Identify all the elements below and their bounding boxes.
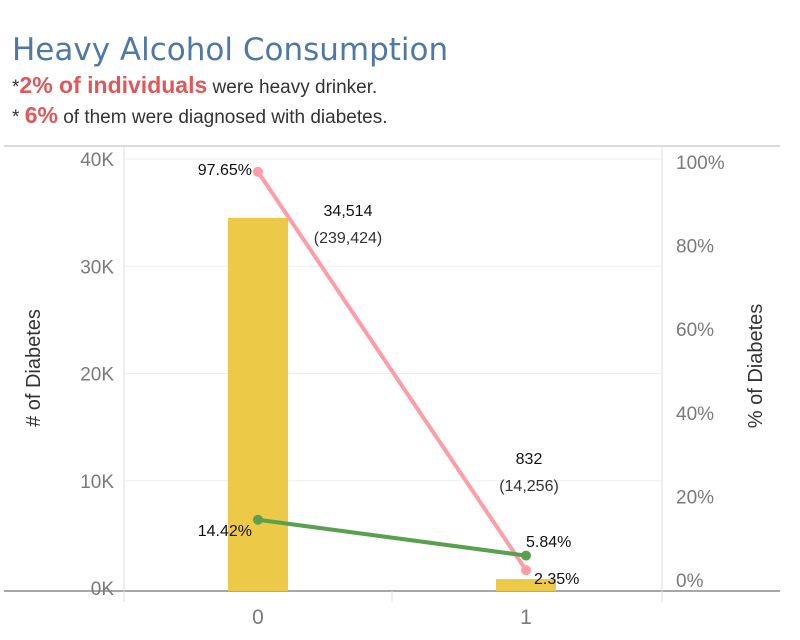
subtitle-1-highlight: 2% of individuals — [19, 72, 208, 98]
left-tick-label: 30K — [80, 257, 114, 278]
series-line — [256, 517, 528, 558]
axes: 0K 10K 20K 30K 40K 0% 20% 40% 60% 80% 100% 0 1 # of D… — [23, 150, 767, 629]
series-point — [521, 550, 531, 561]
chart-title: Heavy Alcohol Consumption — [12, 32, 449, 68]
series-line — [256, 169, 528, 573]
subtitle-1-prefix: * — [12, 77, 20, 98]
series-point-label: 5.84% — [526, 534, 571, 551]
series-point-label: 97.65% — [198, 162, 252, 179]
series-point-label: 14.42% — [198, 523, 252, 540]
bar — [228, 217, 288, 592]
bar-count-label: (14,256) — [499, 478, 559, 495]
bar-value-label: 832 — [516, 451, 543, 468]
left-tick-label: 40K — [80, 150, 114, 171]
left-tick-label: 20K — [80, 365, 114, 386]
x-tick-label: 0 — [252, 606, 264, 629]
left-tick-label: 10K — [80, 472, 114, 493]
subtitle-line-2: * 6% of them were diagnosed with diabete… — [12, 102, 387, 129]
series-point — [253, 514, 263, 525]
left-tick-label: 0K — [91, 579, 115, 600]
bar-value-label: 34,514 — [324, 203, 373, 220]
right-tick-label: 20% — [676, 487, 714, 508]
right-tick-label: 100% — [676, 153, 725, 174]
subtitle-1-rest: were heavy drinker. — [207, 77, 378, 98]
x-tick-label: 1 — [520, 606, 532, 629]
gridlines — [124, 158, 662, 482]
series-point — [521, 565, 531, 576]
series-point-label: 2.35% — [534, 571, 579, 588]
subtitle-2-prefix: * — [12, 107, 25, 128]
bar-count-label: (239,424) — [314, 230, 383, 247]
bar-series — [228, 217, 556, 592]
bar — [496, 579, 556, 591]
right-tick-label: 40% — [676, 404, 714, 425]
series-point — [253, 166, 263, 177]
line-series — [253, 166, 531, 576]
right-tick-label: 60% — [676, 320, 714, 341]
right-tick-label: 0% — [676, 571, 704, 592]
subtitle-2-rest: of them were diagnosed with diabetes. — [57, 107, 388, 128]
left-axis-title: # of Diabetes — [23, 309, 45, 427]
right-tick-label: 80% — [676, 237, 714, 258]
subtitle-line-1: *2% of individuals were heavy drinker. — [12, 72, 377, 99]
right-axis-title: % of Diabetes — [745, 304, 767, 429]
data-labels: 34,514 (239,424) 832 (14,256) 97.65% 2.35% 14.… — [198, 162, 580, 588]
subtitle-2-highlight: 6% — [24, 102, 58, 128]
